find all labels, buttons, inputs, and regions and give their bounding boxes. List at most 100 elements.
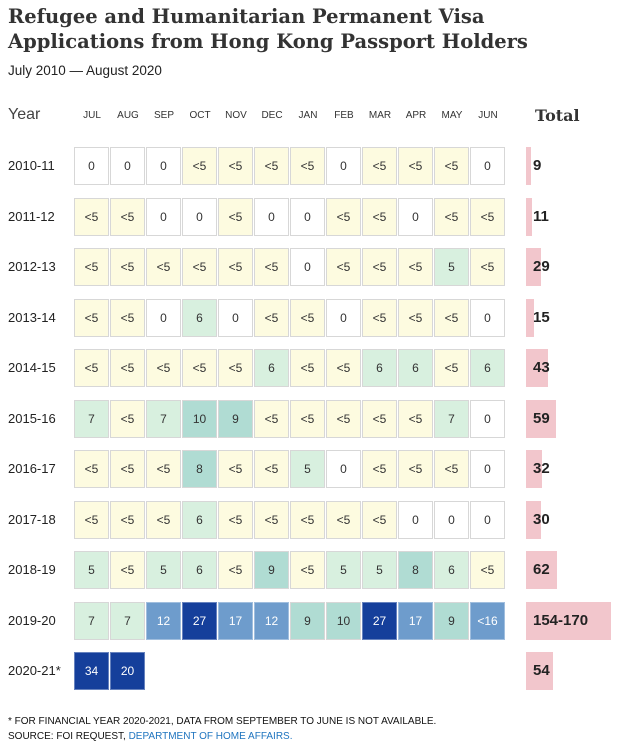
heatmap-cell: <5 [218, 248, 253, 286]
heatmap-cell: <5 [182, 248, 217, 286]
heatmap-cell: 6 [182, 551, 217, 589]
total-value: 62 [533, 561, 550, 578]
heatmap-cell: 7 [434, 399, 469, 438]
heatmap-cell: 17 [398, 601, 433, 640]
heatmap-cell: <5 [290, 298, 325, 337]
heatmap-cell: <5 [218, 551, 253, 589]
heatmap-cell: 0 [470, 450, 505, 488]
month-header-oct: OCT [189, 110, 211, 121]
heatmap-cell: 6 [362, 349, 397, 387]
row-label: 2018-19 [8, 562, 56, 577]
heatmap-cell: <5 [398, 450, 433, 488]
month-header-aug: AUG [117, 110, 139, 121]
heatmap-cell: 10 [182, 399, 217, 438]
month-header-feb: FEB [334, 110, 354, 121]
heatmap-cell: 0 [398, 500, 433, 539]
total-bar [526, 500, 541, 539]
heatmap-cell: <5 [146, 349, 181, 387]
heatmap-cell: <5 [110, 298, 145, 337]
heatmap-cell: <5 [326, 197, 361, 236]
row-label: 2013-14 [8, 309, 56, 325]
month-header-may: MAY [441, 110, 463, 121]
footnote: * For financial year 2020-2021, data fro… [8, 716, 437, 727]
chart-title: Refugee and Humanitarian Permanent Visa … [8, 5, 528, 53]
row-label: 2012-13 [8, 259, 56, 274]
total-value: 43 [533, 359, 550, 376]
heatmap-cell: <5 [434, 349, 469, 387]
heatmap-cell: 5 [434, 248, 469, 286]
row-label: 2017-18 [8, 511, 56, 527]
heatmap-cell: <5 [290, 500, 325, 539]
source-link[interactable]: Department of Home Affairs. [128, 731, 293, 742]
month-header-nov: NOV [225, 110, 247, 121]
total-bar [526, 197, 532, 236]
total-bar [526, 298, 534, 337]
total-bar [526, 147, 531, 185]
total-value: 29 [533, 258, 550, 275]
heatmap-cell: <5 [326, 500, 361, 539]
heatmap-cell: <5 [326, 248, 361, 286]
heatmap-cell: <5 [110, 450, 145, 488]
row-label: 2020-21* [8, 663, 61, 678]
total-bar [526, 551, 557, 589]
row-label: 2016-17 [8, 461, 56, 476]
heatmap-cell: <5 [254, 248, 289, 286]
heatmap-cell: 17 [218, 601, 253, 640]
total-bar [526, 248, 541, 286]
source-text: Source: FOI request, [8, 731, 129, 742]
month-header-apr: APR [405, 110, 427, 121]
month-header-jan: JAN [298, 110, 318, 121]
heatmap-cell: 0 [326, 147, 361, 185]
year-column-header: Year [8, 106, 41, 123]
heatmap-cell: 20 [110, 652, 145, 690]
heatmap-cell: 0 [434, 500, 469, 539]
heatmap-cell: 7 [146, 399, 181, 438]
heatmap-cell: 5 [290, 450, 325, 488]
heatmap-cell: <5 [362, 248, 397, 286]
heatmap-cell: <5 [254, 399, 289, 438]
heatmap-cell: 9 [290, 601, 325, 640]
heatmap-cell: 9 [218, 399, 253, 438]
heatmap-cell: <5 [470, 551, 505, 589]
heatmap-cell: <5 [110, 399, 145, 438]
heatmap-cell: 6 [398, 349, 433, 387]
heatmap-cell: <5 [434, 147, 469, 185]
heatmap-cell: 0 [146, 298, 181, 337]
total-bar [526, 399, 556, 438]
heatmap-cell: <5 [218, 349, 253, 387]
heatmap-cell: 5 [74, 551, 109, 589]
row-label: 2010-11 [8, 158, 55, 173]
heatmap-cell: 0 [470, 399, 505, 438]
heatmap-cell: 9 [254, 551, 289, 589]
heatmap-cell: <5 [110, 248, 145, 286]
heatmap-cell: <5 [218, 450, 253, 488]
heatmap-cell: 5 [326, 551, 361, 589]
heatmap-cell: <5 [290, 349, 325, 387]
heatmap-cell: 8 [182, 450, 217, 488]
heatmap-cell: 0 [326, 298, 361, 337]
heatmap-cell: <16 [470, 601, 505, 640]
heatmap-cell: <5 [74, 450, 109, 488]
month-header-dec: DEC [261, 110, 283, 121]
heatmap-cell: 0 [290, 248, 325, 286]
heatmap-cell: <5 [470, 197, 505, 236]
heatmap-cell: 0 [74, 147, 109, 185]
heatmap-cell: <5 [362, 147, 397, 185]
heatmap-cell: <5 [146, 248, 181, 286]
heatmap-cell: <5 [290, 399, 325, 438]
heatmap-cell: 0 [110, 147, 145, 185]
row-label: 2015-16 [8, 410, 56, 426]
heatmap-cell: <5 [434, 197, 469, 236]
heatmap-cell: <5 [254, 450, 289, 488]
heatmap-cell: <5 [74, 197, 109, 236]
total-bar [526, 652, 553, 690]
month-header-jun: JUN [478, 110, 498, 121]
heatmap-cell: <5 [110, 500, 145, 539]
heatmap-cell: 0 [470, 147, 505, 185]
heatmap-cell: 0 [254, 197, 289, 236]
heatmap-cell: 0 [146, 197, 181, 236]
heatmap-cell: <5 [326, 399, 361, 438]
total-value: 11 [533, 207, 549, 225]
heatmap-cell: <5 [218, 197, 253, 236]
heatmap-cell: <5 [362, 298, 397, 337]
